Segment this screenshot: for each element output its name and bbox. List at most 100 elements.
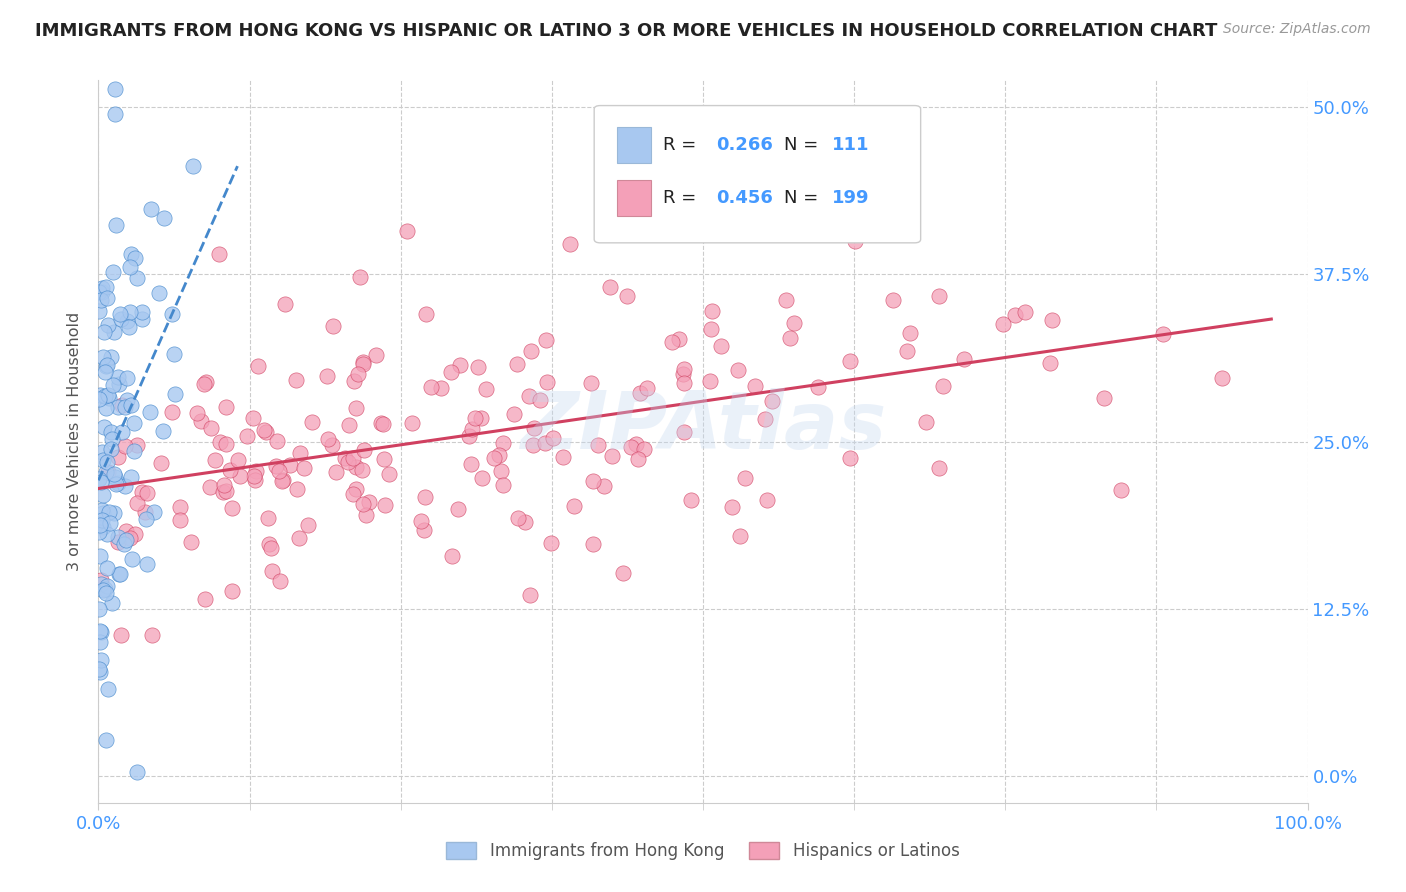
- Text: 0.266: 0.266: [716, 136, 773, 154]
- Point: [316, 369, 339, 384]
- Point: [163, 347, 186, 361]
- Point: [91, 520, 114, 534]
- Point: [352, 497, 374, 511]
- Point: [245, 473, 267, 487]
- Point: [536, 375, 558, 389]
- Point: [285, 482, 308, 496]
- Point: [256, 511, 278, 525]
- Point: [91, 445, 114, 459]
- Point: [219, 463, 242, 477]
- Point: [107, 531, 129, 545]
- Point: [89, 524, 111, 539]
- Point: [91, 285, 114, 299]
- Point: [447, 502, 470, 516]
- Point: [215, 401, 238, 415]
- Point: [661, 335, 683, 350]
- Point: [364, 348, 387, 362]
- FancyBboxPatch shape: [617, 128, 651, 163]
- Point: [342, 451, 364, 466]
- Point: [673, 362, 696, 376]
- Point: [90, 577, 112, 591]
- Point: [221, 500, 243, 515]
- Point: [744, 378, 766, 392]
- Point: [679, 493, 702, 508]
- Point: [352, 357, 374, 371]
- Point: [505, 357, 527, 371]
- Point: [96, 359, 118, 373]
- Point: [118, 531, 141, 545]
- Text: 0.456: 0.456: [716, 189, 773, 207]
- Point: [120, 260, 142, 274]
- Point: [89, 634, 111, 648]
- Point: [115, 370, 138, 384]
- Point: [616, 289, 638, 303]
- Point: [337, 418, 360, 433]
- Point: [352, 463, 374, 477]
- Point: [401, 416, 423, 430]
- Point: [1014, 305, 1036, 319]
- Point: [582, 537, 605, 551]
- Point: [728, 529, 751, 543]
- Point: [284, 373, 307, 387]
- Point: [98, 516, 121, 530]
- Point: [87, 662, 110, 676]
- Point: [236, 428, 259, 442]
- Point: [100, 442, 122, 456]
- Text: 199: 199: [832, 189, 870, 207]
- Point: [321, 437, 343, 451]
- Y-axis label: 3 or more Vehicles in Household: 3 or more Vehicles in Household: [67, 312, 83, 571]
- Point: [522, 438, 544, 452]
- Point: [221, 583, 243, 598]
- Point: [254, 425, 277, 440]
- Point: [551, 450, 574, 464]
- Point: [91, 453, 114, 467]
- Point: [672, 425, 695, 439]
- Text: Source: ZipAtlas.com: Source: ZipAtlas.com: [1223, 22, 1371, 37]
- Point: [536, 333, 558, 347]
- Point: [100, 425, 122, 440]
- Point: [1092, 391, 1115, 405]
- Point: [153, 211, 176, 225]
- Point: [91, 502, 114, 516]
- Point: [114, 400, 136, 414]
- Point: [257, 537, 280, 551]
- Point: [94, 586, 117, 600]
- Point: [344, 483, 367, 497]
- Point: [107, 370, 129, 384]
- Point: [671, 367, 693, 381]
- Point: [94, 389, 117, 403]
- Point: [141, 628, 163, 642]
- Point: [139, 405, 162, 419]
- Point: [97, 682, 120, 697]
- Point: [131, 312, 153, 326]
- Point: [699, 374, 721, 388]
- Point: [127, 495, 149, 509]
- Point: [96, 401, 118, 415]
- Point: [288, 531, 311, 545]
- Point: [103, 507, 125, 521]
- Point: [181, 159, 204, 173]
- Point: [131, 304, 153, 318]
- Point: [120, 469, 142, 483]
- Point: [260, 541, 283, 556]
- Point: [325, 465, 347, 479]
- Point: [520, 344, 543, 359]
- Point: [204, 452, 226, 467]
- Point: [93, 365, 115, 379]
- Point: [107, 475, 129, 490]
- Point: [636, 381, 658, 395]
- Point: [190, 414, 212, 428]
- Point: [115, 392, 138, 407]
- Text: R =: R =: [664, 189, 702, 207]
- Point: [139, 202, 162, 216]
- Point: [134, 505, 156, 519]
- Point: [533, 436, 555, 450]
- Point: [150, 456, 173, 470]
- Point: [488, 448, 510, 462]
- Point: [110, 307, 132, 321]
- Point: [89, 514, 111, 528]
- Point: [467, 359, 489, 374]
- Point: [264, 459, 287, 474]
- Point: [245, 464, 267, 478]
- Point: [96, 358, 118, 372]
